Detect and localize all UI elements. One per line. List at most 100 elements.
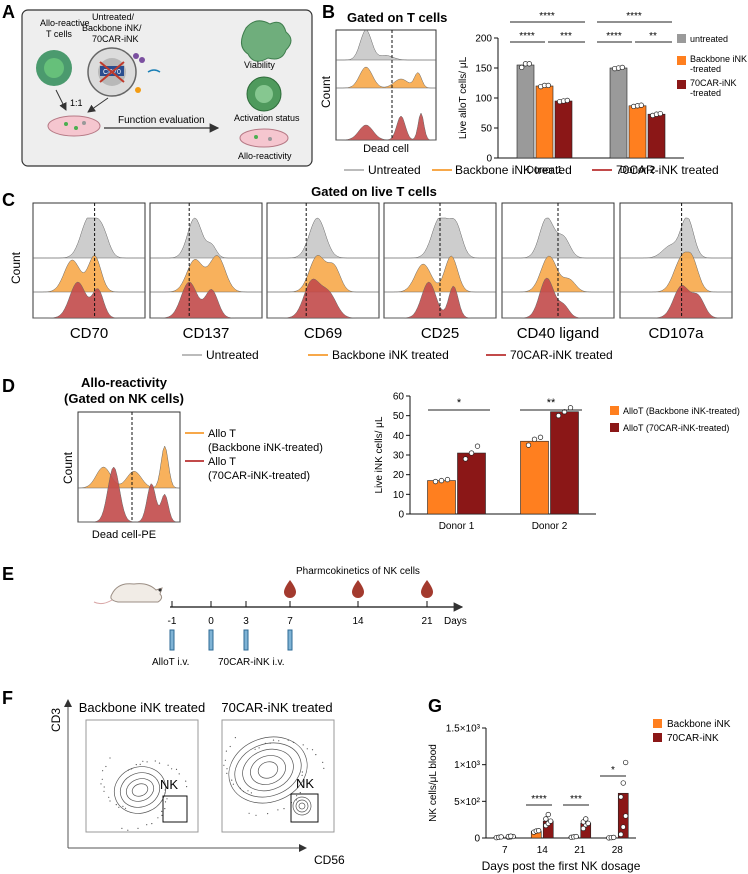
panel-d-letter: D — [2, 376, 15, 396]
mouse-eye-icon — [158, 588, 162, 592]
contour-backbone-dot — [185, 780, 187, 782]
contour-70car-dot — [264, 742, 266, 745]
panel-g-letter: G — [428, 696, 442, 716]
B-point — [564, 97, 570, 104]
panel-g-sig: **** *** * — [526, 765, 626, 806]
sig-d1-top: **** — [539, 11, 555, 22]
marker-label-5: CD107a — [648, 325, 704, 342]
D-ytick-label: 60 — [393, 392, 405, 403]
contour-backbone-dot — [151, 823, 153, 825]
B-ytick-label: 150 — [475, 64, 492, 75]
G-point — [508, 833, 514, 839]
B-category-label: Donor 2 — [620, 165, 656, 176]
days-unit-label: Days — [444, 616, 467, 627]
legend-c-backbone: Backbone iNK treated — [332, 348, 449, 362]
legend-swatch-backbone — [677, 56, 686, 65]
contour-backbone-dot — [109, 757, 111, 759]
panel-b-bar-chart: 0 50 100 150 200 Live alloT cells/ μL Donor 1 D… — [458, 34, 684, 176]
contour-backbone-dot — [103, 786, 105, 788]
contour-backbone-ring — [113, 766, 167, 814]
D-ytick-label: 20 — [393, 470, 405, 481]
mouse-tail-icon — [93, 599, 113, 605]
contour-70car-dot — [306, 748, 308, 750]
G-point — [618, 794, 624, 800]
contour-70car-dot — [295, 799, 297, 801]
sig-d-donor2: ** — [547, 397, 556, 409]
contour-70car-dot — [283, 808, 285, 810]
G-category-label: 21 — [574, 845, 586, 856]
dish-cell-dot — [64, 122, 68, 126]
contour-backbone-dot — [178, 773, 180, 775]
syringes — [169, 629, 293, 651]
blood-drop-icon-day7 — [284, 580, 296, 598]
hist-b-backbone — [336, 66, 436, 89]
panel-a-letter: A — [2, 2, 15, 22]
panel-d-bar-legend: AlloT (Backbone iNK-treated) AlloT (70CA… — [610, 406, 740, 433]
arrow-nk-to-dish — [87, 97, 109, 113]
hist-d-70car — [78, 466, 180, 523]
effector-label-line3: 70CAR-iNK — [92, 34, 139, 44]
panel-c-histograms: CD70 CD137 CD69 CD25 CD40 ligand CD107a — [32, 202, 733, 342]
G-ylabel: NK cells/μL blood — [428, 744, 439, 822]
hist-c-5-0 — [620, 217, 732, 259]
cd3-label: CD3 — [49, 708, 63, 732]
G-point — [498, 834, 504, 840]
legend-g-swatch-backbone — [653, 719, 662, 728]
panel-d-title-line1: Allo-reactivity — [81, 375, 168, 390]
legend-d-70car-line1: Allo T — [208, 456, 236, 468]
allo-t-cell-nucleus-icon — [44, 58, 64, 78]
contour-70car-dot — [302, 744, 304, 746]
knockout-cross-icon — [99, 61, 125, 83]
panel-d-hist-legend: Allo T (Backbone iNK-treated) Allo T (70… — [185, 428, 323, 482]
hist-c-2-0 — [267, 217, 379, 259]
hist-c-0-1 — [33, 255, 145, 293]
D-point — [537, 434, 544, 440]
B-ytick-label: 50 — [481, 124, 493, 135]
D-bar — [550, 411, 579, 515]
B-point — [545, 82, 551, 89]
legend-d-backbone-line2: (Backbone iNK-treated) — [208, 442, 323, 454]
legend-d-70car-line2: (70CAR-iNK-treated) — [208, 470, 310, 482]
contour-backbone-dot — [146, 761, 148, 763]
B-point — [519, 64, 525, 71]
sig-g-28: * — [611, 765, 615, 776]
D-point — [567, 405, 574, 411]
legend-b-untreated: Untreated — [368, 163, 421, 177]
contour-70car-nk-ring — [292, 796, 312, 816]
panel-d-bar-chart: 0 10 20 30 40 50 60 Live iNK cells/ μL Donor 1 Do… — [374, 392, 596, 532]
allo-label-line2: T cells — [46, 29, 72, 39]
allo-dish-dot — [254, 135, 258, 139]
contour-backbone-dot — [122, 805, 124, 808]
D-point — [555, 413, 562, 419]
contour-70car-dot — [269, 742, 271, 744]
car-receptor-icon — [133, 53, 139, 59]
G-point — [620, 780, 626, 786]
B-ylabel: Live alloT cells/ μL — [458, 56, 469, 139]
sig-d1-b: *** — [560, 31, 572, 42]
allo-label-line1: Allo-reactive — [40, 18, 90, 28]
contour-backbone-dot — [164, 808, 166, 810]
hist-c-5-2 — [620, 285, 732, 319]
contour-70car-ring — [242, 748, 294, 792]
contour-70car-dot — [239, 787, 241, 790]
contour-backbone-dot — [186, 786, 188, 788]
marker-label-1: CD137 — [183, 325, 230, 342]
G-point — [611, 834, 617, 841]
B-category-label: Donor 1 — [527, 165, 563, 176]
legend-untreated: untreated — [690, 34, 728, 44]
contour-backbone-dot — [124, 807, 127, 809]
viability-label: Viability — [244, 60, 275, 70]
contour-70car-dot — [250, 792, 252, 794]
legend-b-70car: 70CAR-iNK treated — [616, 163, 719, 177]
contour-backbone-dot — [109, 800, 111, 802]
sig-d-donor1: * — [457, 397, 462, 409]
contour-70car-ring — [234, 742, 302, 798]
contour-70car-dot — [292, 741, 294, 744]
contour-backbone-dot — [158, 762, 161, 764]
allo-dish-dot-2 — [268, 137, 272, 141]
hist-c-1-0 — [150, 217, 262, 259]
sig-d2-top: **** — [626, 11, 642, 22]
day-label-14: 14 — [352, 616, 364, 627]
contour-backbone-dot — [154, 760, 156, 762]
G-xlabel: Days post the first NK dosage — [482, 859, 641, 873]
